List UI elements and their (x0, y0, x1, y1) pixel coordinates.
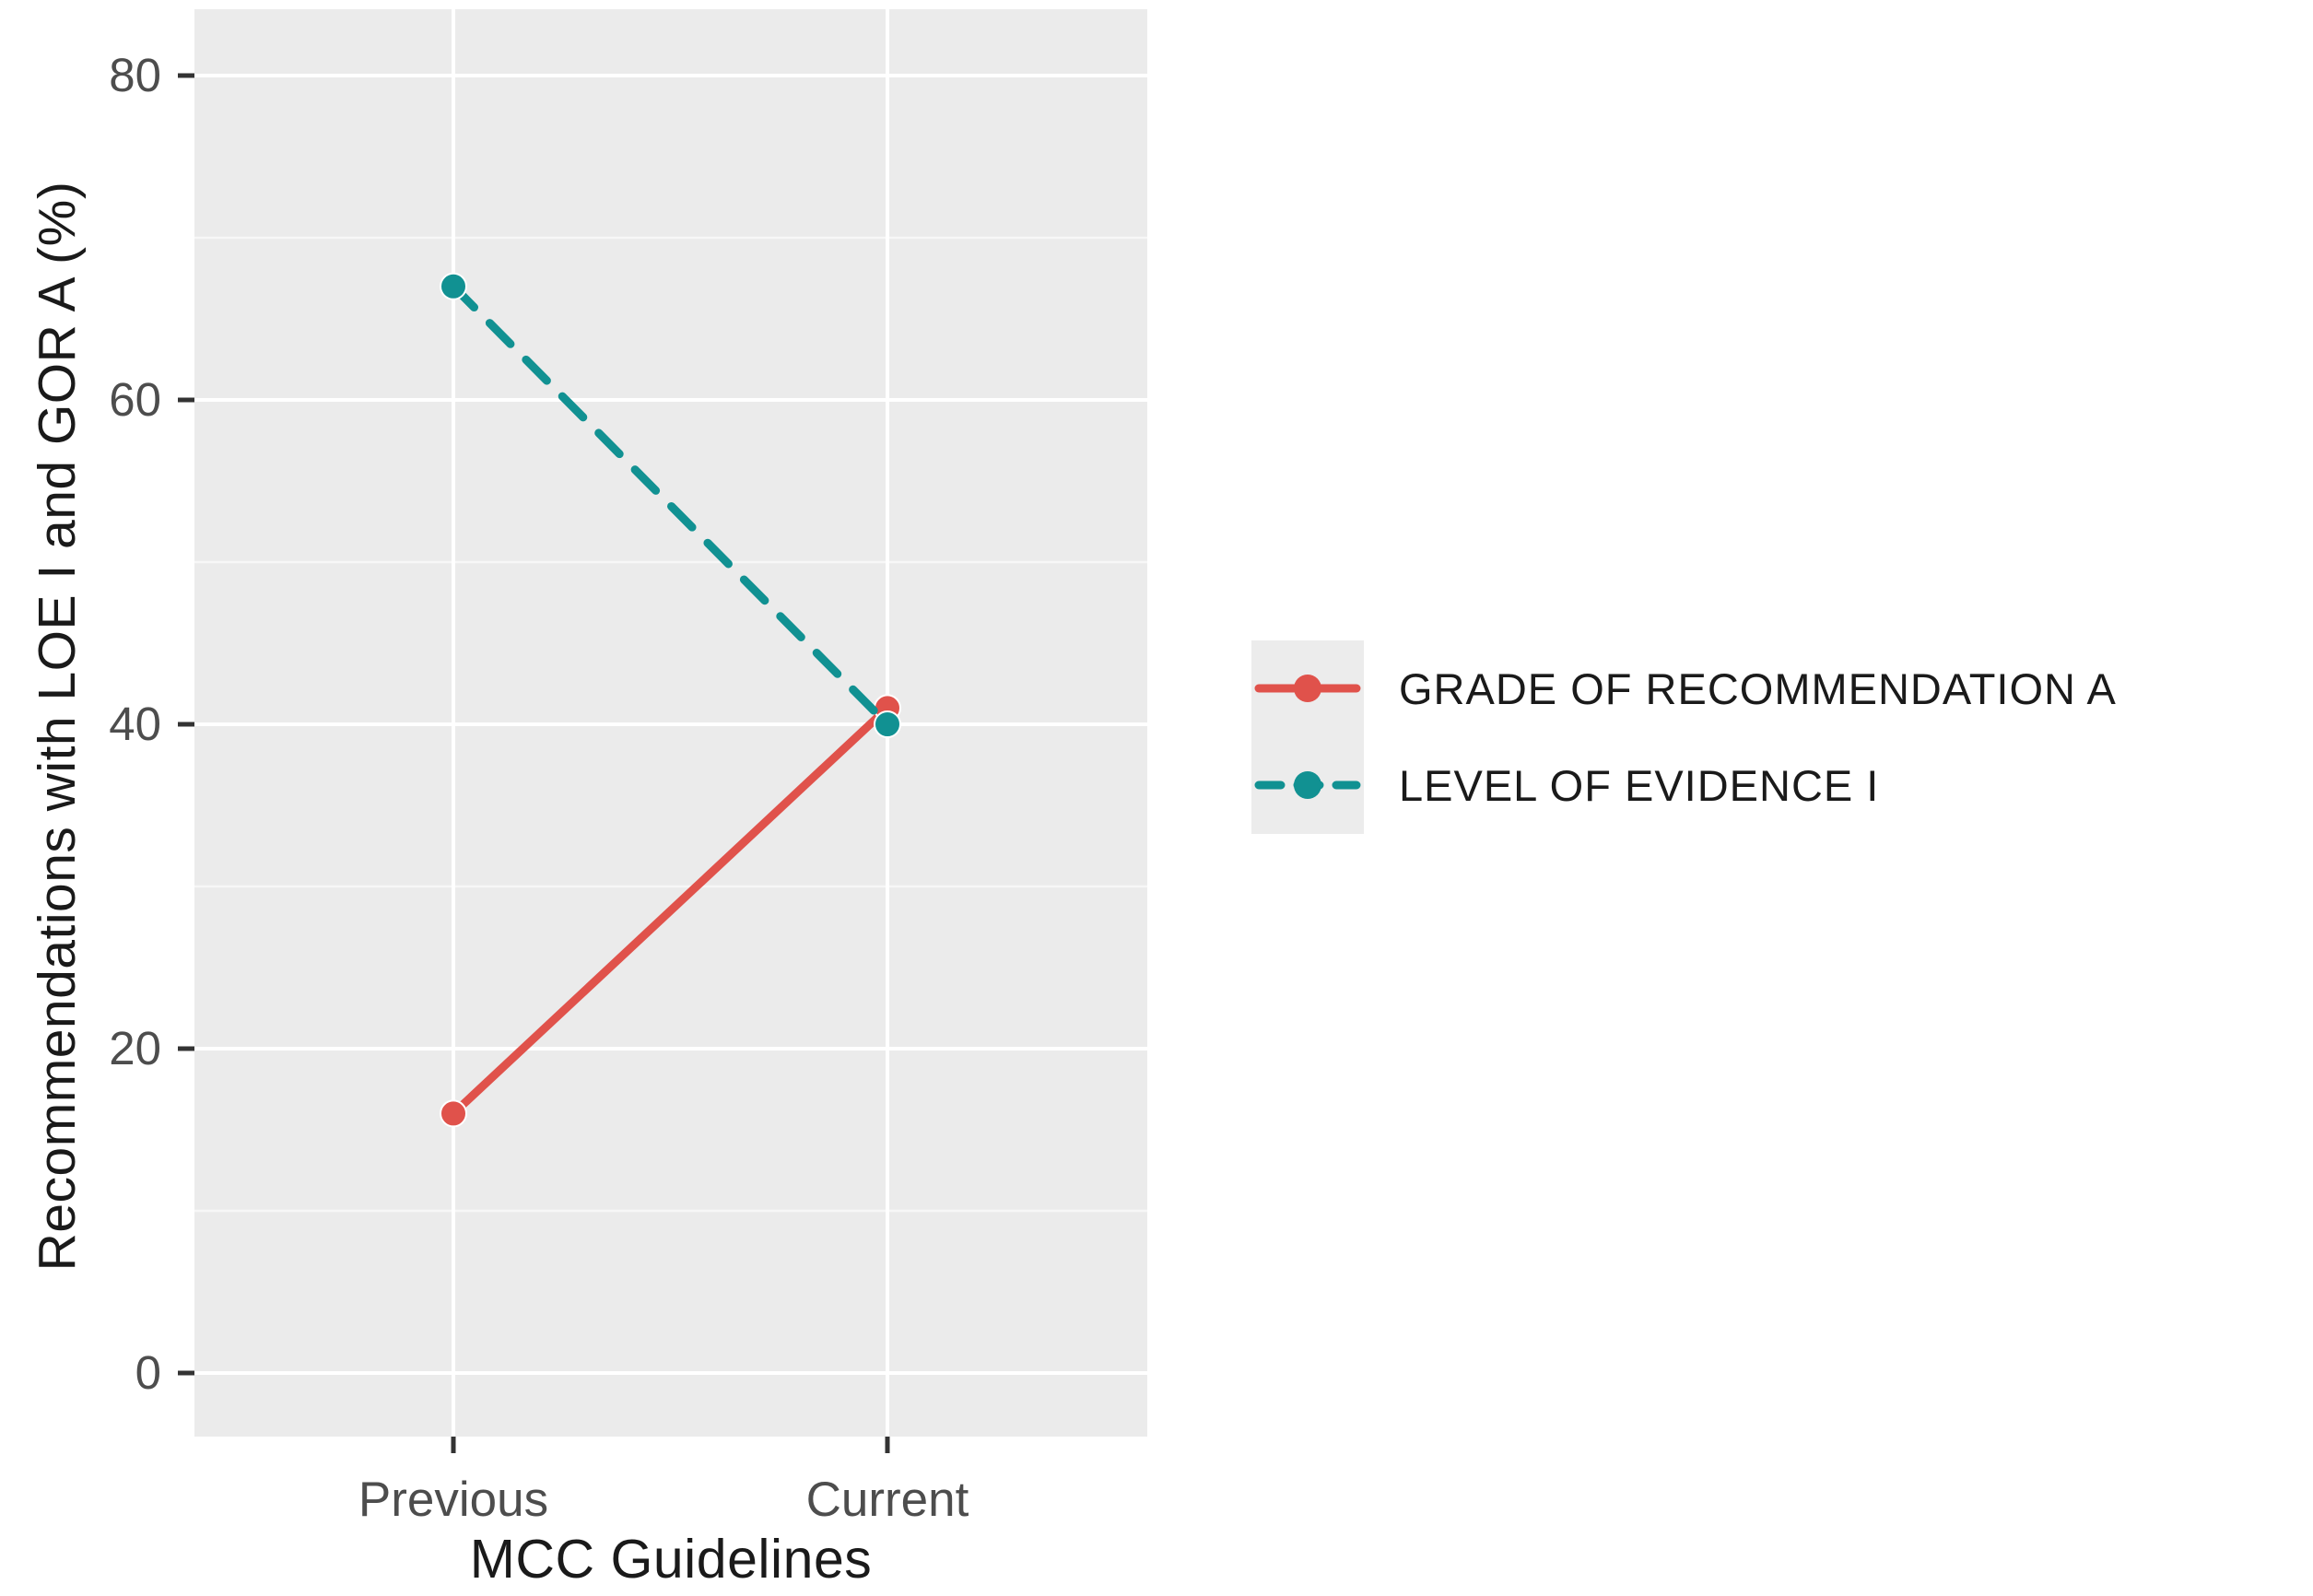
y-tick-label: 60 (109, 373, 161, 426)
x-tick-label: Current (805, 1473, 969, 1527)
legend-key-dashed-line-icon (1251, 737, 1364, 834)
x-tick-label: Previous (358, 1473, 549, 1527)
data-point (440, 1099, 467, 1128)
y-tick-label: 20 (109, 1022, 161, 1074)
data-point (874, 710, 901, 738)
legend-item-grade-of-recommendation-a: GRADE OF RECOMMENDATION A (1251, 640, 2117, 737)
series-line-dashed (449, 282, 892, 729)
legend-label: LEVEL OF EVIDENCE I (1399, 761, 1880, 810)
legend-item-level-of-evidence-i: LEVEL OF EVIDENCE I (1251, 737, 2117, 834)
data-point (440, 272, 467, 300)
y-tick-label: 0 (135, 1346, 161, 1399)
legend-label: GRADE OF RECOMMENDATION A (1399, 664, 2117, 713)
x-axis-title: MCC Guidelines (469, 1529, 873, 1590)
legend-key-solid-line-icon (1251, 640, 1364, 737)
y-tick-label: 80 (109, 49, 161, 101)
y-tick-label: 40 (109, 698, 161, 750)
series-line-solid (449, 703, 892, 1118)
chart-legend: GRADE OF RECOMMENDATION A LEVEL OF EVIDE… (1251, 640, 2117, 834)
